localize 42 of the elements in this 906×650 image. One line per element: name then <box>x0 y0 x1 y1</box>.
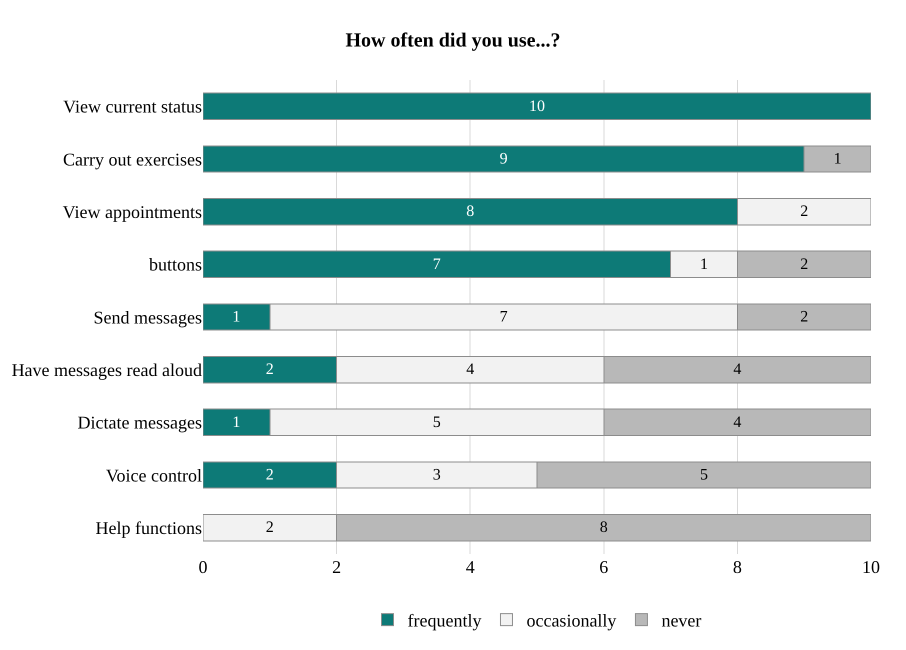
data-label: 3 <box>432 466 441 484</box>
data-label: 2 <box>800 308 808 326</box>
legend-label: never <box>661 610 702 631</box>
x-tick-label: 4 <box>466 557 475 577</box>
legend-label: frequently <box>408 610 482 631</box>
y-tick-label: Dictate messages <box>78 412 202 433</box>
legend-label: occasionally <box>526 610 616 631</box>
data-label: 4 <box>733 414 742 431</box>
data-label: 2 <box>266 519 274 536</box>
x-tick-label: 8 <box>732 557 742 577</box>
data-label: 4 <box>733 361 742 378</box>
y-tick-label: Voice control <box>106 465 202 486</box>
x-tick-label: 6 <box>599 557 608 577</box>
data-label: 1 <box>700 256 708 273</box>
data-label: 7 <box>500 308 508 326</box>
data-label: 2 <box>266 466 274 484</box>
x-tick-label: 2 <box>332 557 342 577</box>
data-label: 1 <box>232 414 240 431</box>
data-label: 2 <box>266 361 274 378</box>
data-label: 1 <box>232 308 240 326</box>
chart-title: How often did you use...? <box>345 30 561 52</box>
data-label: 9 <box>500 150 508 168</box>
y-tick-label: Have messages read aloud <box>12 360 202 380</box>
y-tick-label: View appointments <box>62 202 202 222</box>
y-tick-label: buttons <box>148 254 202 275</box>
data-label: 1 <box>834 150 842 168</box>
data-label: 8 <box>466 203 474 220</box>
data-label: 5 <box>700 466 708 484</box>
y-tick-label: Carry out exercises <box>63 149 202 170</box>
y-tick-label: Help functions <box>96 518 202 538</box>
data-label: 2 <box>800 256 808 273</box>
y-tick-label: View current status <box>63 96 202 117</box>
data-label: 4 <box>466 361 474 378</box>
y-tick-label: Send messages <box>94 307 202 328</box>
data-label: 2 <box>800 203 808 220</box>
data-label: 8 <box>600 519 608 536</box>
x-tick-label: 0 <box>198 557 208 577</box>
data-label: 7 <box>432 256 441 273</box>
bar <box>203 92 871 120</box>
x-tick-label: 10 <box>862 557 880 577</box>
data-label: 5 <box>432 414 441 431</box>
data-label: 10 <box>529 98 545 115</box>
